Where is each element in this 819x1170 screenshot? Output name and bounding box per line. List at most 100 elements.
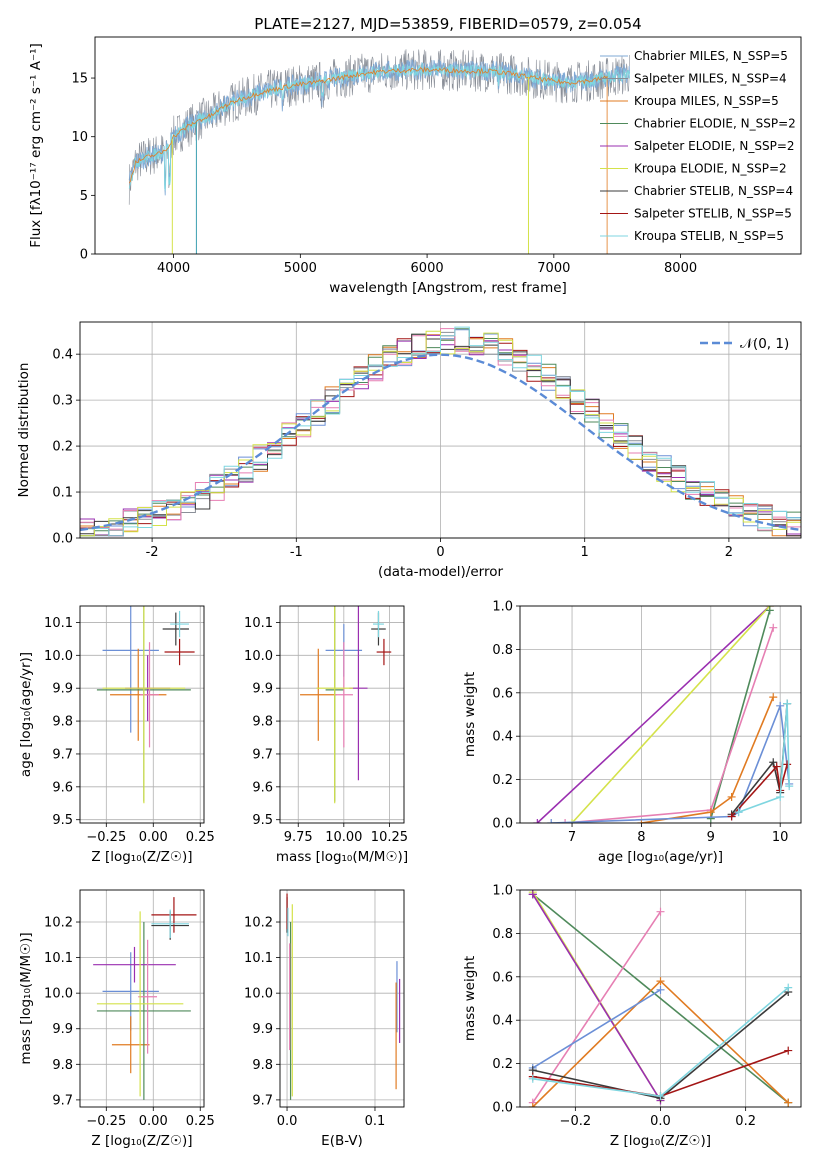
data-point-marker (783, 760, 792, 769)
y-tick-label: 9.7 (252, 1093, 273, 1108)
x-axis-label: mass [log₁₀(M/M☉)] (276, 849, 408, 865)
y-tick-label: 9.9 (52, 682, 73, 697)
x-axis-label: Z [log₁₀(Z/Z☉)] (91, 1133, 192, 1149)
data-point-marker (769, 693, 778, 702)
plot-area (80, 326, 801, 538)
x-tick-label: 6000 (411, 261, 444, 276)
x-tick-label: 0.25 (186, 830, 215, 845)
chart-title: PLATE=2127, MJD=53859, FIBERID=0579, z=0… (254, 15, 641, 33)
y-tick-label: 1.0 (492, 600, 513, 615)
x-tick-label: 10.25 (371, 830, 408, 845)
data-point-marker (772, 762, 781, 771)
x-tick-label: 5000 (284, 261, 317, 276)
x-tick-label: 0.2 (735, 1114, 756, 1129)
y-tick-label: 0.2 (492, 1057, 513, 1072)
x-tick-label: 10 (772, 830, 789, 845)
y-tick-label: 10.0 (244, 649, 273, 664)
y-tick-label: 0.2 (492, 773, 513, 788)
panel-mass-vs-Z: −0.25 0.00 0.25 9.7 9.8 9.9 10.0 10.1 10.2 Z [log… (18, 889, 215, 1149)
y-tick-label: 0.2 (52, 440, 73, 455)
data-point-marker (656, 977, 665, 986)
x-tick-label: 0 (436, 545, 444, 560)
axes-frame (519, 605, 802, 824)
y-tick-label: 9.7 (252, 747, 273, 762)
x-tick-label: −0.25 (86, 1114, 126, 1129)
y-tick-label: 9.7 (52, 747, 73, 762)
plot-area (533, 606, 794, 823)
legend-label: Kroupa ELODIE, N_SSP=2 (634, 162, 787, 176)
series-line-8 (128, 62, 630, 192)
series-line (571, 606, 771, 823)
y-tick-label: 0.8 (492, 643, 513, 658)
x-tick-label: 1 (581, 545, 589, 560)
x-tick-label: 0.00 (139, 830, 168, 845)
y-tick-label: 5 (80, 189, 88, 204)
data-point-marker (528, 890, 537, 899)
x-axis-label: Z [log₁₀(Z/Z☉)] (610, 1133, 711, 1149)
y-axis-label: mass [log₁₀(M/M☉)] (18, 932, 34, 1064)
series-line-2 (128, 66, 608, 254)
legend-label: Salpeter MILES, N_SSP=4 (634, 72, 787, 86)
y-tick-label: 9.8 (52, 1058, 73, 1073)
axes-frame (79, 889, 205, 1108)
x-tick-label: 8000 (664, 261, 697, 276)
data-point-marker (528, 1074, 537, 1083)
data-point-marker (656, 985, 665, 994)
series-line (710, 610, 771, 819)
data-point-marker (727, 812, 736, 821)
y-tick-label: 10 (71, 130, 88, 145)
data-point-marker (785, 782, 794, 791)
y-tick-label: 0.6 (492, 970, 513, 985)
y-tick-label: 0.6 (492, 686, 513, 701)
data-point-marker (727, 792, 736, 801)
data-point-marker (776, 701, 785, 710)
data-point-marker (706, 808, 715, 817)
data-point-marker (547, 819, 556, 823)
y-axis-label: mass weight (462, 956, 478, 1041)
x-axis-label: Z [log₁₀(Z/Z☉)] (91, 849, 192, 865)
data-point-marker (656, 1092, 665, 1101)
x-tick-label: 10.00 (325, 830, 362, 845)
plot-area (128, 49, 630, 254)
legend-label: Salpeter ELODIE, N_SSP=2 (634, 139, 795, 153)
axes-frame (279, 889, 405, 1108)
panel-spectrum: 4000 5000 6000 7000 8000 0 5 10 15 wavelength [An… (28, 15, 802, 296)
y-tick-label: 10.1 (244, 616, 273, 631)
x-axis-label: age [log₁₀(age/yr)] (598, 849, 723, 865)
y-tick-label: 0.0 (52, 532, 73, 547)
x-tick-label: 0.1 (365, 1114, 386, 1129)
legend-label: Chabrier STELIB, N_SSP=4 (634, 184, 793, 198)
y-tick-label: 9.5 (52, 813, 73, 828)
x-tick-label: 9.75 (284, 830, 313, 845)
plot-area (528, 890, 793, 1107)
y-tick-label: 9.6 (252, 780, 273, 795)
data-point-marker (783, 699, 792, 708)
plot-area (93, 897, 197, 1100)
y-tick-label: 0.8 (492, 927, 513, 942)
x-tick-label: 0.00 (139, 1114, 168, 1129)
series-line (532, 893, 789, 1104)
axes-frame (279, 605, 405, 824)
panel-mass-vs-ebv: 0.0 0.1 9.7 9.8 9.9 10.0 10.1 10.2 E(B-V) (244, 889, 405, 1149)
data-point-marker (656, 907, 665, 916)
y-tick-label: 10.1 (244, 951, 273, 966)
x-tick-label: −0.25 (86, 830, 126, 845)
data-point-marker (765, 606, 774, 615)
x-tick-label: -1 (290, 545, 303, 560)
y-tick-label: 9.5 (252, 813, 273, 828)
x-tick-label: 4000 (157, 261, 190, 276)
y-tick-label: 0.1 (52, 486, 73, 501)
legend-label: Kroupa MILES, N_SSP=5 (634, 94, 779, 108)
data-point-marker (784, 1046, 793, 1055)
x-axis-label: wavelength [Angstrom, rest frame] (329, 280, 567, 296)
axes-frame (519, 889, 802, 1108)
data-point-marker (776, 792, 785, 801)
series-line (565, 627, 774, 823)
series-line (532, 893, 662, 1101)
series-line-0 (128, 59, 630, 196)
y-tick-label: 9.8 (52, 715, 73, 730)
plot-area (300, 606, 392, 804)
y-axis-label: Flux [fλ10⁻¹⁷ erg cm⁻² s⁻¹ A⁻¹] (28, 43, 44, 248)
legend-label: Chabrier MILES, N_SSP=5 (634, 49, 788, 63)
